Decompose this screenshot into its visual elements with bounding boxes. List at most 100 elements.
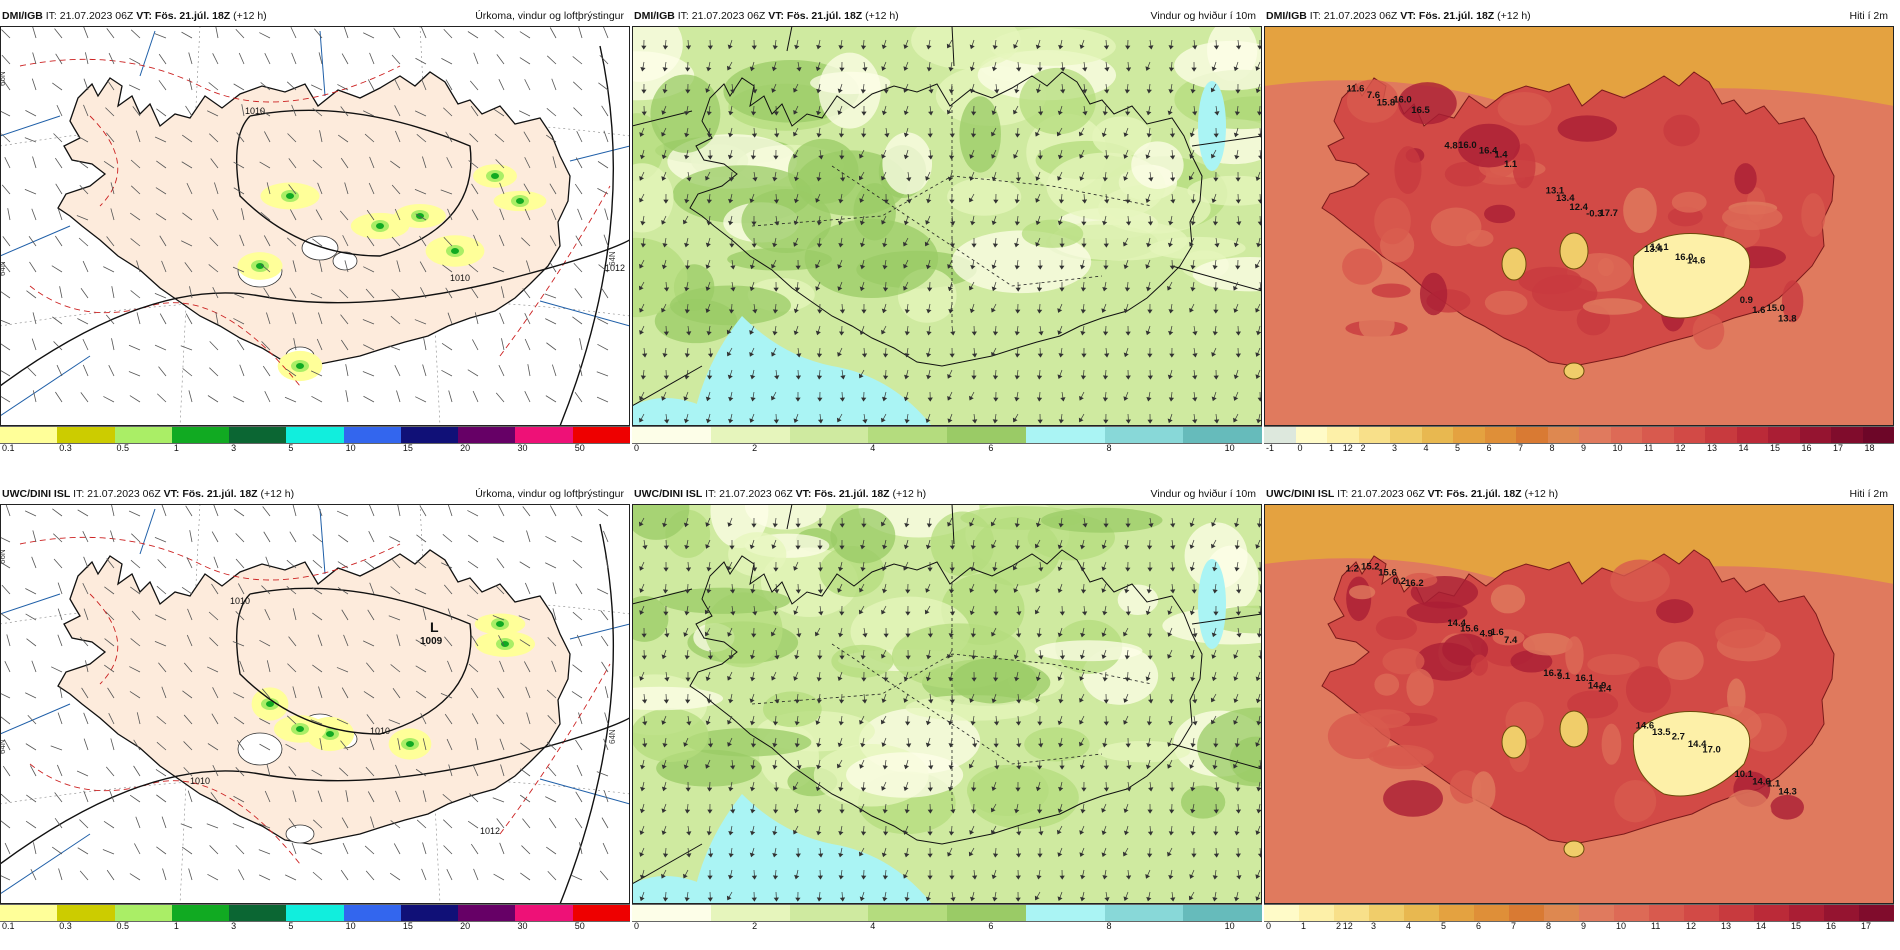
wind-arrow-head (1037, 809, 1043, 814)
wind-arrow-head (839, 177, 846, 182)
wind-barb (186, 557, 193, 569)
wind-barb (30, 868, 37, 881)
wind-barb (130, 638, 141, 647)
wind-arrow-head (1256, 418, 1262, 424)
precip-colorbar: 0.1 0.3 0.5 1 3 5 10 15 20 30 50 (0, 426, 630, 456)
wind-arrow-head (992, 419, 998, 424)
wind-arrow-head (859, 198, 865, 203)
precip-heavy (286, 193, 294, 199)
wind-arrow-head (750, 589, 756, 594)
wind-arrow-head (750, 765, 756, 770)
wind-arrow-head (771, 544, 777, 549)
scale-tick-label: 0.5 (116, 921, 130, 931)
wind-barb (367, 79, 375, 91)
temp-patch (1374, 197, 1411, 245)
wind-barb (311, 587, 323, 595)
colorbar-cell (1390, 427, 1422, 443)
colorbar-cell (1439, 905, 1474, 921)
wind-barb (129, 666, 141, 673)
wind-arrow-head (793, 610, 799, 615)
wind-arrow-head (816, 742, 822, 748)
temp-patch (1625, 666, 1671, 713)
wind-barb (520, 742, 531, 751)
wind-arrow-head (662, 243, 668, 248)
wind-arrow-head (661, 808, 667, 813)
wind-barb (545, 395, 557, 403)
wind-arrow-head (1233, 396, 1239, 401)
wind-colorbar: 0 2 4 6 8 10 12 (632, 426, 1353, 456)
wind-arrow-head (1147, 353, 1153, 358)
scale-tick-label: 4 (870, 443, 876, 453)
wind-arrow-head (1167, 763, 1172, 769)
wind-barb (189, 286, 193, 299)
wind-barb (135, 816, 141, 829)
temp-patch (1597, 258, 1614, 277)
wind-barb (59, 286, 63, 299)
wind-arrow-head (639, 395, 644, 401)
wind-arrow-head (705, 764, 711, 769)
wind-arrow-head (861, 133, 867, 138)
wind-barb (419, 235, 427, 247)
wind-barb (312, 819, 323, 829)
colorbar-cell (1025, 427, 1105, 443)
wind-arrow-head (661, 830, 667, 836)
lead-time: (+12 h) (1521, 488, 1559, 500)
wind-arrow-head (749, 852, 755, 858)
wind-arrow-head (639, 307, 644, 313)
colorbar-cell (1859, 905, 1894, 921)
wind-arrow-head (661, 307, 666, 313)
wind-barb (366, 662, 375, 673)
wind-barb (415, 768, 427, 777)
scale-tick-label: 20 (460, 443, 471, 453)
wind-barb (55, 183, 63, 195)
wind-panel: UWC/DINI ISL IT: 21.07.2023 06Z VT: Fös.… (632, 486, 1353, 946)
wind-arrow-head (794, 44, 800, 50)
wind-barb (310, 719, 323, 725)
wind-arrow-head (1170, 589, 1176, 594)
wind-barb (1, 184, 11, 195)
wind-arrow-head (969, 610, 975, 616)
model-name: UWC/DINI ISL (634, 488, 703, 500)
run-info: DMI/IGB IT: 21.07.2023 06Z VT: Fös. 21.j… (1266, 8, 1531, 24)
wind-speed-patch (990, 27, 1116, 66)
wind-arrow-head (1038, 831, 1044, 836)
wind-arrow-head (706, 588, 712, 594)
wind-arrow-head (1255, 352, 1261, 357)
wind-barb (545, 562, 557, 569)
wind-barb (206, 666, 219, 673)
wind-arrow-head (1014, 808, 1020, 814)
wind-arrow-head (793, 829, 798, 835)
temp-value-label: 11.6 (1347, 83, 1365, 94)
wind-arrow-head (1102, 177, 1108, 182)
wind-barb (208, 82, 219, 91)
wind-barb (545, 796, 557, 803)
wind-barb (130, 185, 141, 195)
wind-barb (291, 52, 297, 65)
wind-arrow-head (1210, 153, 1216, 159)
wind-barb (498, 635, 505, 647)
temp-value-label: 7.6 (1367, 90, 1380, 101)
wind-arrow-head (971, 331, 977, 336)
wind-barb (499, 738, 505, 751)
wind-barb (83, 26, 89, 39)
wind-arrow-head (1104, 199, 1110, 204)
precip-heavy (451, 248, 459, 254)
wind-barb (6, 634, 11, 647)
wind-barb (415, 57, 427, 65)
wind-arrow-head (730, 611, 736, 616)
colorbar-cell (1299, 905, 1334, 921)
wind-speed-patch (1229, 736, 1262, 783)
glacier-cold (1559, 232, 1589, 270)
wind-arrow-head (1124, 677, 1131, 682)
wind-arrow-head (639, 329, 644, 335)
wind-barb (83, 738, 89, 751)
scale-tick-label: 6 (988, 921, 994, 931)
wind-arrow-head (816, 375, 823, 380)
wind-arrow-head (1188, 175, 1194, 181)
wind-barb (468, 264, 479, 273)
wind-barb (32, 390, 37, 403)
wind-barb (287, 663, 297, 673)
temp-value-label: 0.9 (1740, 295, 1753, 306)
wind-barb (154, 293, 167, 299)
wind-arrow-head (1123, 896, 1129, 901)
